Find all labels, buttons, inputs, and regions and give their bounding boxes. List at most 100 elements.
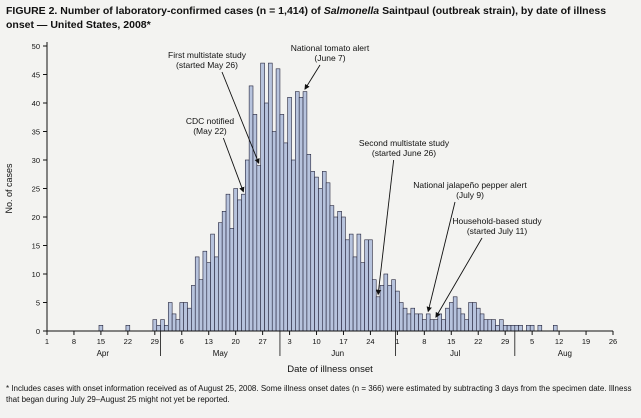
y-tick-label: 25 (32, 184, 40, 193)
case-bar (433, 319, 439, 332)
x-tick-label: 8 (72, 337, 76, 346)
case-bar (345, 239, 350, 332)
case-bar (229, 227, 235, 332)
case-bar (221, 210, 227, 332)
y-tick-label: 40 (32, 99, 40, 108)
case-bar (167, 301, 173, 332)
y-tick-label: 45 (32, 70, 40, 79)
case-bar (487, 319, 493, 332)
month-label: Apr (97, 349, 110, 358)
y-tick-label: 5 (36, 298, 40, 307)
case-bar (414, 313, 419, 332)
case-bar (499, 319, 504, 332)
case-bar (198, 279, 204, 332)
case-bar (279, 113, 285, 332)
case-bar (379, 284, 385, 332)
figure-title: FIGURE 2. Number of laboratory-confirmed… (0, 0, 639, 33)
annotation-arrow (375, 159, 395, 295)
case-bar (422, 319, 427, 332)
annotation-label: Household-based study (started July 11) (452, 216, 542, 236)
case-bar (383, 273, 389, 332)
annotation-arrow (221, 71, 260, 164)
case-bar (510, 324, 516, 332)
case-bar (183, 301, 188, 332)
case-bar (268, 62, 273, 332)
case-bar (175, 319, 181, 332)
case-bar (429, 319, 435, 332)
case-bar (318, 187, 323, 332)
y-tick-label: 15 (32, 241, 40, 250)
case-bar (264, 102, 269, 332)
case-bar (391, 279, 396, 332)
case-bar (164, 324, 169, 332)
case-bar (244, 159, 250, 332)
x-tick-label: 10 (312, 337, 320, 346)
x-tick-label: 29 (501, 337, 509, 346)
x-tick-label: 1 (395, 337, 399, 346)
case-bar (472, 301, 477, 332)
case-bar (156, 324, 161, 332)
case-bar (441, 319, 446, 332)
case-bar (283, 142, 288, 332)
case-bar (233, 187, 238, 332)
case-bar (160, 319, 165, 332)
y-tick-label: 50 (32, 42, 40, 51)
case-bar (491, 319, 496, 332)
case-bar (295, 91, 300, 332)
x-tick-label: 27 (258, 337, 266, 346)
case-bar (368, 239, 373, 332)
case-bar (341, 216, 346, 332)
case-bar (460, 313, 466, 332)
case-bar (291, 159, 296, 332)
case-bar (202, 250, 208, 332)
case-bar (187, 307, 192, 332)
annotation-label: First multistate study (started May 26) (168, 50, 247, 70)
month-label: May (213, 349, 228, 358)
annotation-label: CDC notified (May 22) (186, 116, 234, 136)
x-tick-label: 3 (287, 337, 291, 346)
case-bar (252, 113, 258, 332)
case-bar (352, 256, 358, 332)
case-bar (529, 324, 535, 332)
case-bar (152, 319, 158, 332)
case-bar (445, 307, 450, 332)
annotation-arrow (222, 137, 245, 193)
x-tick-label: 29 (151, 337, 159, 346)
case-bar (271, 130, 277, 332)
case-bar (437, 313, 442, 332)
x-tick-label: 20 (231, 337, 239, 346)
case-bar (372, 279, 377, 332)
annotation-arrow (426, 201, 456, 312)
annotation-arrow (304, 64, 321, 90)
case-bar (456, 307, 462, 332)
case-bar (479, 313, 485, 332)
case-bar (275, 68, 281, 332)
figure-title-suffix: Saintpaul (outbreak strain), by date of … (6, 5, 607, 31)
y-tick-label: 30 (32, 156, 40, 165)
month-label: Jun (331, 349, 344, 358)
case-bar (256, 165, 261, 332)
case-bar (464, 319, 469, 332)
x-axis-title: Date of illness onset (287, 364, 373, 375)
case-bar (502, 324, 508, 332)
case-bar (452, 296, 458, 332)
case-bar (514, 324, 519, 332)
case-bar (360, 262, 365, 332)
case-bar (298, 96, 304, 332)
case-bar (241, 193, 246, 332)
case-bar (210, 233, 215, 332)
case-bar (537, 324, 543, 332)
case-bar (325, 182, 331, 332)
case-bar (375, 296, 381, 332)
case-bar (495, 324, 500, 332)
case-bar (321, 170, 327, 332)
case-bar (237, 199, 242, 332)
case-bar (98, 324, 104, 332)
case-bar (206, 262, 211, 332)
case-bar (310, 170, 315, 332)
x-tick-label: 26 (609, 337, 617, 346)
case-bar (553, 324, 558, 332)
case-bar (449, 301, 454, 332)
case-bar (225, 193, 231, 332)
x-tick-label: 1 (45, 337, 49, 346)
